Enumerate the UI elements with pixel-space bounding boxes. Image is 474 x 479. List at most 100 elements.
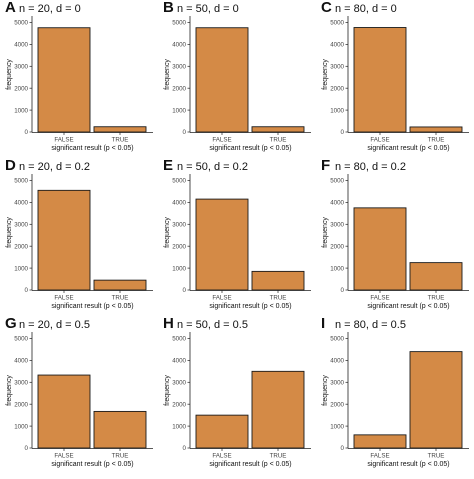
y-axis-title: frequency [6, 217, 13, 248]
y-tick-label: 3000 [172, 379, 186, 386]
y-tick-label: 3000 [172, 221, 186, 228]
bar-false [195, 27, 249, 133]
panel-title-c: n = 80, d = 0 [335, 3, 397, 15]
panel-title-g: n = 20, d = 0.5 [19, 319, 90, 331]
panel-letter-g: G [5, 315, 17, 332]
y-tick-label: 1000 [330, 107, 344, 114]
panel-letter-a: A [5, 0, 16, 16]
y-tick-label: 5000 [14, 20, 28, 27]
panel-title-h: n = 50, d = 0.5 [177, 319, 248, 331]
y-tick-label: 5000 [330, 20, 344, 27]
x-tick-label-false: FALSE [370, 137, 389, 144]
x-tick-label-true: TRUE [270, 295, 287, 302]
x-axis-title: significant result (p < 0.05) [51, 145, 133, 152]
y-tick-label: 5000 [14, 336, 28, 343]
y-axis-title: frequency [164, 375, 171, 406]
y-tick-label: 3000 [330, 63, 344, 70]
y-tick-label: 2000 [330, 243, 344, 250]
bar-true [93, 126, 147, 133]
y-tick-label: 1000 [14, 107, 28, 114]
x-tick-label-true: TRUE [112, 295, 129, 302]
y-tick-label: 4000 [14, 42, 28, 49]
y-tick-label: 2000 [172, 85, 186, 92]
y-tick-label: 5000 [172, 178, 186, 185]
panel-letter-c: C [321, 0, 332, 16]
x-tick-label-false: FALSE [212, 137, 231, 144]
y-tick-label: 3000 [172, 63, 186, 70]
bar-false [195, 414, 249, 449]
y-tick-label: 5000 [172, 20, 186, 27]
panel-letter-d: D [5, 157, 16, 174]
y-tick-label: 4000 [330, 200, 344, 207]
panel-letter-b: B [163, 0, 174, 16]
bar-false [37, 374, 91, 449]
x-axis-title: significant result (p < 0.05) [209, 303, 291, 310]
x-axis-title: significant result (p < 0.05) [51, 303, 133, 310]
x-tick-label-false: FALSE [370, 295, 389, 302]
x-tick-label-false: FALSE [212, 295, 231, 302]
y-tick-label: 1000 [172, 265, 186, 272]
panel-title-i: n = 80, d = 0.5 [335, 319, 406, 331]
y-tick-label: 2000 [14, 243, 28, 250]
y-tick-label: 0 [183, 287, 187, 294]
y-axis-title: frequency [6, 59, 13, 90]
y-tick-label: 4000 [14, 200, 28, 207]
y-tick-label: 3000 [14, 221, 28, 228]
x-axis-title: significant result (p < 0.05) [209, 145, 291, 152]
y-tick-label: 2000 [330, 401, 344, 408]
y-tick-label: 0 [183, 129, 187, 136]
x-axis-title: significant result (p < 0.05) [367, 145, 449, 152]
x-axis-title: significant result (p < 0.05) [209, 461, 291, 468]
panel-letter-i: I [321, 315, 325, 332]
bar-true [409, 262, 463, 291]
y-tick-label: 4000 [172, 42, 186, 49]
y-axis-title: frequency [164, 59, 171, 90]
x-tick-label-true: TRUE [428, 295, 445, 302]
y-tick-label: 4000 [330, 42, 344, 49]
x-tick-label-true: TRUE [428, 137, 445, 144]
bar-false [353, 434, 407, 449]
x-tick-label-false: FALSE [54, 295, 73, 302]
y-tick-label: 5000 [330, 178, 344, 185]
x-tick-label-false: FALSE [54, 453, 73, 460]
y-tick-label: 3000 [14, 379, 28, 386]
panel-title-e: n = 50, d = 0.2 [177, 161, 248, 173]
x-tick-label-true: TRUE [270, 453, 287, 460]
x-tick-label-false: FALSE [212, 453, 231, 460]
y-axis-title: frequency [322, 59, 329, 90]
y-axis-title: frequency [322, 217, 329, 248]
y-tick-label: 0 [341, 287, 345, 294]
x-tick-label-true: TRUE [112, 137, 129, 144]
x-tick-label-false: FALSE [54, 137, 73, 144]
x-axis-title: significant result (p < 0.05) [51, 461, 133, 468]
bar-false [353, 207, 407, 291]
y-tick-label: 3000 [330, 379, 344, 386]
bar-true [409, 126, 463, 133]
bar-false [37, 189, 91, 291]
bar-true [251, 370, 305, 449]
bar-false [37, 27, 91, 133]
x-axis-title: significant result (p < 0.05) [367, 461, 449, 468]
y-tick-label: 1000 [172, 107, 186, 114]
y-tick-label: 4000 [14, 358, 28, 365]
y-tick-label: 0 [25, 445, 29, 452]
y-tick-label: 0 [183, 445, 187, 452]
y-tick-label: 1000 [330, 423, 344, 430]
y-axis-title: frequency [164, 217, 171, 248]
panel-title-f: n = 80, d = 0.2 [335, 161, 406, 173]
x-axis-title: significant result (p < 0.05) [367, 303, 449, 310]
bar-false [353, 27, 407, 133]
x-tick-label-false: FALSE [370, 453, 389, 460]
y-tick-label: 0 [341, 129, 345, 136]
y-tick-label: 3000 [330, 221, 344, 228]
panel-title-b: n = 50, d = 0 [177, 3, 239, 15]
bar-true [251, 270, 305, 291]
y-tick-label: 2000 [172, 243, 186, 250]
x-tick-label-true: TRUE [270, 137, 287, 144]
y-tick-label: 5000 [172, 336, 186, 343]
